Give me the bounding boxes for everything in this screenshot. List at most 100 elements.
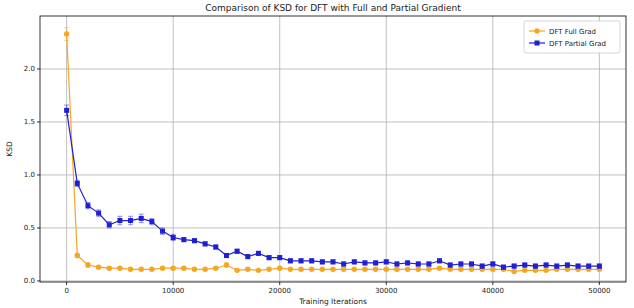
marker	[149, 219, 154, 224]
marker	[320, 259, 325, 264]
error-bar	[458, 262, 463, 266]
marker	[373, 267, 378, 272]
tick	[173, 282, 174, 285]
marker	[490, 267, 495, 272]
plot-frame	[40, 16, 626, 282]
error-bar	[373, 261, 378, 265]
marker	[256, 268, 261, 273]
error-bar	[480, 264, 485, 268]
error-cap	[117, 224, 122, 225]
marker	[341, 267, 346, 272]
marker	[128, 218, 133, 223]
series-line	[67, 34, 600, 271]
error-cap	[107, 227, 112, 228]
error-bar	[469, 262, 474, 266]
error-cap	[64, 40, 69, 41]
marker	[245, 254, 250, 259]
marker	[362, 260, 367, 265]
error-cap	[149, 224, 154, 225]
grid-line	[599, 16, 600, 282]
error-cap	[107, 221, 112, 222]
grid-line	[40, 121, 626, 122]
legend-marker	[535, 41, 540, 46]
marker	[437, 258, 442, 263]
tick	[599, 282, 600, 285]
marker	[373, 260, 378, 265]
marker	[298, 267, 303, 272]
marker	[139, 216, 144, 221]
error-cap	[128, 216, 133, 217]
error-bar	[107, 222, 112, 228]
error-bar	[139, 214, 144, 222]
title: Comparison of KSD for DFT with Full and …	[205, 3, 461, 13]
error-bar	[362, 261, 367, 265]
grid-line	[40, 280, 626, 281]
marker	[181, 237, 186, 242]
marker	[309, 267, 314, 272]
marker	[384, 267, 389, 272]
error-bar	[75, 180, 80, 186]
marker	[192, 267, 197, 272]
marker	[299, 258, 304, 263]
error-bar	[341, 262, 346, 266]
error-bar	[288, 259, 293, 263]
marker	[469, 267, 474, 272]
error-cap	[139, 222, 144, 223]
marker	[75, 253, 80, 258]
error-cap	[160, 227, 165, 228]
x-tick-label: 10000	[162, 287, 184, 295]
marker	[64, 108, 69, 113]
marker	[181, 266, 186, 271]
marker	[362, 267, 367, 272]
marker	[160, 266, 165, 271]
error-bar	[405, 261, 410, 265]
tick	[37, 68, 40, 69]
error-bar	[426, 262, 431, 266]
marker	[288, 267, 293, 272]
error-bar	[320, 260, 325, 264]
marker	[117, 266, 122, 271]
marker	[192, 238, 197, 243]
error-bar	[277, 256, 282, 260]
marker	[405, 267, 410, 272]
series-line	[67, 110, 600, 267]
grid-line	[40, 227, 626, 228]
error-cap	[96, 216, 101, 217]
error-cap	[75, 180, 80, 181]
error-bar	[309, 259, 314, 263]
error-bar	[117, 216, 122, 224]
error-bar	[597, 264, 602, 268]
tick	[386, 282, 387, 285]
y-tick-label: 0.5	[24, 224, 35, 232]
error-cap	[75, 186, 80, 187]
error-bar	[224, 263, 229, 267]
marker	[213, 245, 218, 250]
error-cap	[171, 234, 176, 235]
marker	[565, 263, 570, 268]
error-bar	[128, 216, 133, 224]
marker	[458, 267, 463, 272]
grid-line	[279, 16, 280, 282]
error-bar	[416, 262, 421, 266]
legend-box	[524, 21, 620, 53]
error-cap	[128, 224, 133, 225]
marker	[202, 267, 207, 272]
marker	[309, 258, 314, 263]
error-bar	[576, 264, 581, 268]
marker	[512, 264, 517, 269]
error-bar	[384, 260, 389, 264]
error-bar	[522, 263, 527, 267]
error-bar	[533, 264, 538, 268]
marker	[416, 267, 421, 272]
error-bar	[75, 253, 80, 257]
error-bar	[352, 260, 357, 264]
legend-marker	[534, 28, 539, 33]
error-bar	[544, 263, 549, 267]
tick	[66, 282, 67, 285]
marker	[267, 255, 272, 260]
error-bar	[181, 237, 186, 241]
error-bar	[149, 218, 154, 224]
marker	[139, 267, 144, 272]
marker	[128, 267, 133, 272]
marker	[235, 249, 240, 254]
